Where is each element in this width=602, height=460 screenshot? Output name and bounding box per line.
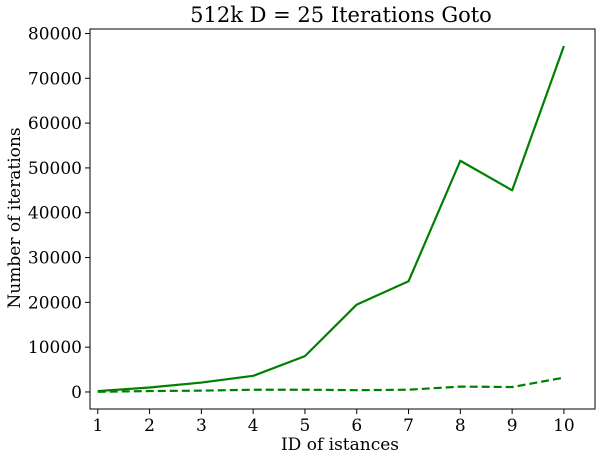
y-tick-label: 30000 — [28, 249, 82, 269]
x-tick-label: 9 — [507, 416, 518, 436]
series-lines — [97, 45, 565, 393]
y-axis-label: Number of iterations — [5, 127, 25, 308]
y-tick-label: 60000 — [28, 114, 82, 134]
x-axis-label: ID of istances — [281, 435, 399, 455]
y-axis: 0 10000 20000 30000 40000 50000 60000 70000 8000… — [28, 24, 90, 403]
y-tick-label: 80000 — [28, 24, 82, 44]
x-tick-label: 5 — [300, 416, 311, 436]
x-tick-label: 7 — [403, 416, 414, 436]
y-tick-label: 50000 — [28, 159, 82, 179]
y-tick-label: 20000 — [28, 293, 82, 313]
x-tick-label: 2 — [144, 416, 155, 436]
x-tick-label: 6 — [351, 416, 362, 436]
y-tick-label: 0 — [71, 383, 82, 403]
x-tick-label: 8 — [455, 416, 466, 436]
series-line-solid — [97, 45, 565, 393]
y-tick-label: 10000 — [28, 338, 82, 358]
x-tick-label: 4 — [248, 416, 259, 436]
y-tick-label: 70000 — [28, 69, 82, 89]
y-tick-label: 40000 — [28, 204, 82, 224]
plot-area — [89, 28, 596, 410]
x-tick-label: 3 — [196, 416, 207, 436]
series-line-dashed — [97, 376, 565, 393]
x-axis: 1 2 3 4 5 6 7 8 9 10 — [92, 409, 575, 436]
x-tick-label: 10 — [553, 416, 575, 436]
x-tick-label: 1 — [92, 416, 103, 436]
chart-title: 512k D = 25 Iterations Goto — [190, 3, 492, 27]
